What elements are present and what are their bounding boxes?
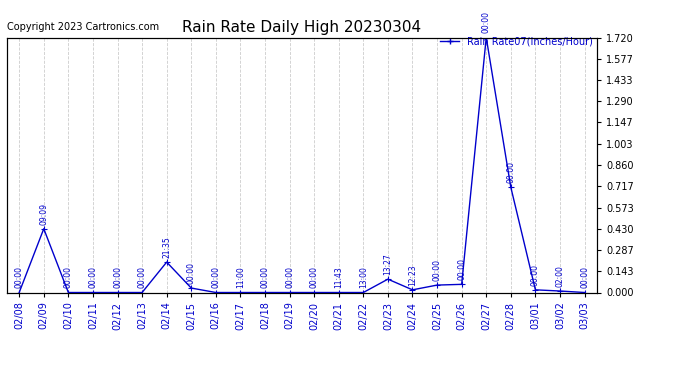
Text: 00:00: 00:00 — [187, 262, 196, 284]
Text: 11:43: 11:43 — [334, 267, 343, 288]
Text: 00:00: 00:00 — [506, 161, 515, 183]
Text: 00:00: 00:00 — [580, 266, 589, 288]
Text: 00:00: 00:00 — [113, 266, 122, 288]
Text: 00:00: 00:00 — [310, 266, 319, 288]
Text: 11:00: 11:00 — [236, 267, 245, 288]
Text: 12:23: 12:23 — [408, 264, 417, 286]
Text: 00:00: 00:00 — [285, 266, 294, 288]
Text: 00:00: 00:00 — [64, 266, 73, 288]
Text: 00:00: 00:00 — [261, 266, 270, 288]
Text: 00:00: 00:00 — [457, 258, 466, 280]
Text: Copyright 2023 Cartronics.com: Copyright 2023 Cartronics.com — [7, 22, 159, 32]
Text: 00:00: 00:00 — [137, 266, 146, 288]
Text: 13:00: 13:00 — [359, 267, 368, 288]
Text: 13:27: 13:27 — [384, 253, 393, 275]
Text: 09:09: 09:09 — [39, 202, 48, 225]
Text: 00:00: 00:00 — [482, 11, 491, 33]
Text: 00:00: 00:00 — [14, 266, 23, 288]
Title: Rain Rate Daily High 20230304: Rain Rate Daily High 20230304 — [182, 20, 422, 35]
Text: 00:00: 00:00 — [531, 264, 540, 286]
Text: 00:00: 00:00 — [88, 266, 97, 288]
Text: 00:00: 00:00 — [433, 259, 442, 281]
Text: 21:35: 21:35 — [162, 236, 171, 258]
Legend: Rain Rate07(Inches/Hour): Rain Rate07(Inches/Hour) — [436, 32, 597, 50]
Text: 00:00: 00:00 — [211, 266, 220, 288]
Text: 02:00: 02:00 — [555, 265, 564, 287]
